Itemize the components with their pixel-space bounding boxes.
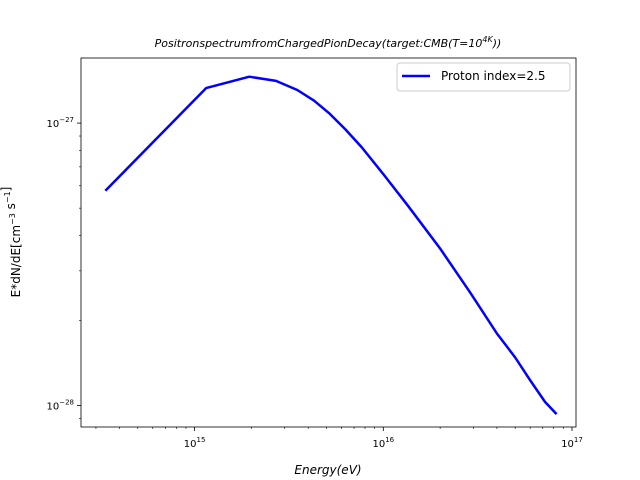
x-tick-label: 1017 [561,436,583,450]
y-axis-label: E*dN/dE[cm−3 s−1] [0,187,23,298]
legend-label: Proton index=2.5 [441,69,545,83]
plot-frame [80,57,577,428]
series-group [104,75,558,415]
x-tick-label: 1015 [184,436,206,450]
x-tick-label: 1016 [372,436,394,450]
chart-title: PositronspectrumfromChargedPionDecay(tar… [155,35,502,50]
y-tick-label: 10−28 [46,399,74,413]
series-line [104,75,558,415]
legend-box [396,62,571,92]
axis-ticks: 1015 1016 1017 10−28 10−27 [46,116,582,450]
x-axis-label: Energy(eV) [294,463,361,477]
y-tick-label: 10−27 [46,116,74,130]
legend: Proton index=2.5 [396,62,571,92]
